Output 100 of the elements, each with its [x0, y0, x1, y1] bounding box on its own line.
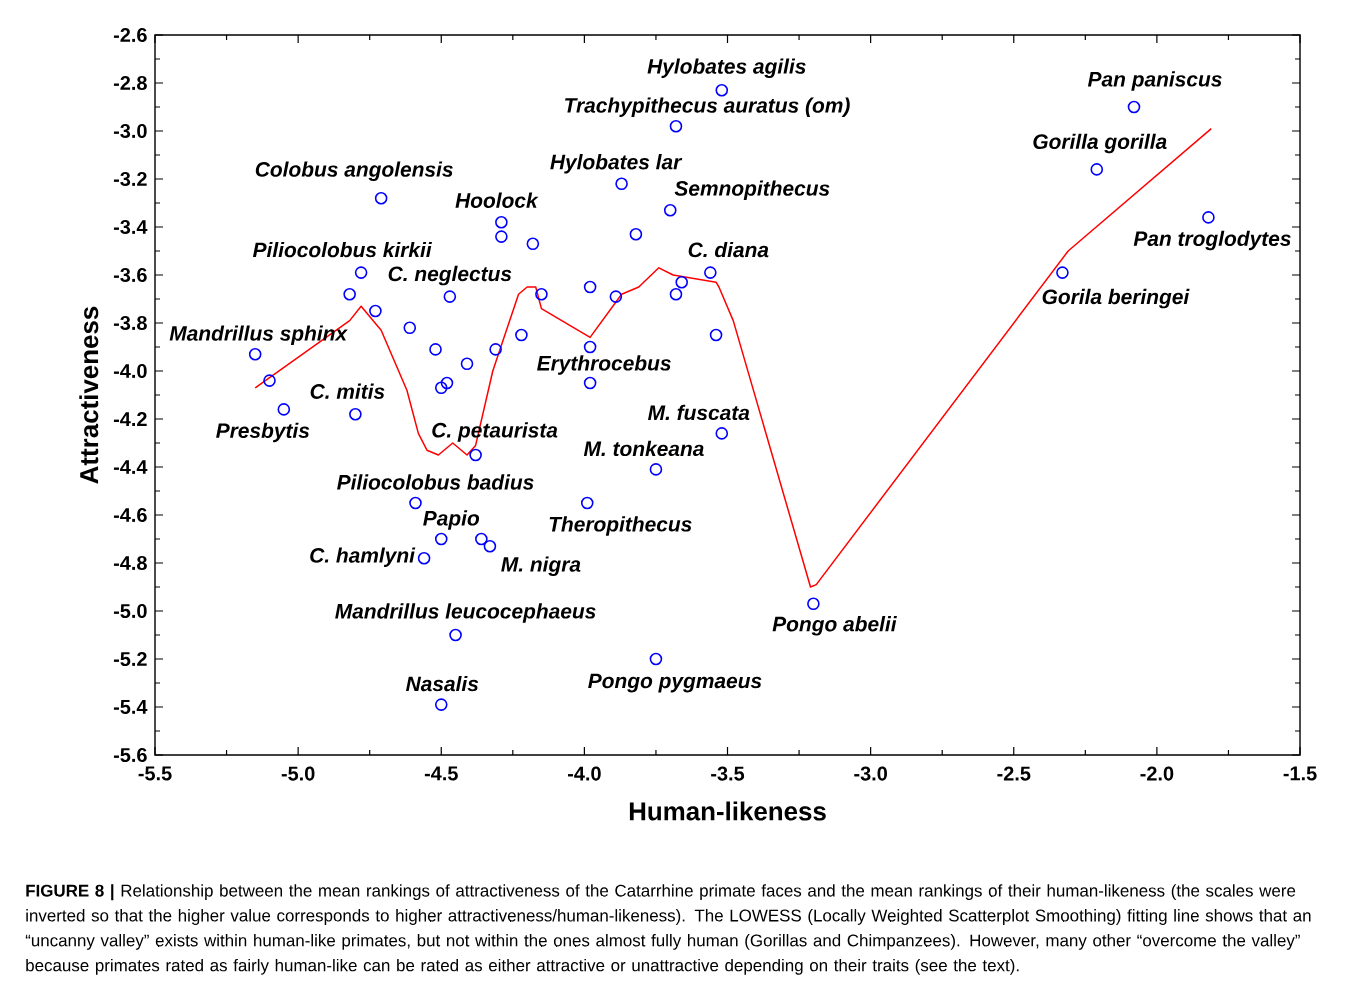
x-tick-label: -4.0	[568, 766, 601, 781]
annotation: Pan paniscus	[1087, 71, 1222, 91]
y-tick-label: -4.4	[113, 460, 148, 474]
point	[434, 381, 448, 395]
annotation: C. diana	[688, 241, 769, 258]
point	[409, 496, 422, 510]
y-tick-label: -3.8	[113, 315, 147, 331]
annotation: M. tonkeana	[583, 440, 704, 457]
x-tick-label: -1.5	[1283, 766, 1317, 781]
annotation: M. nigra	[501, 556, 581, 576]
annotation: Gorilla gorilla	[1033, 133, 1167, 154]
point	[403, 321, 417, 335]
annotation: Pan troglodytes	[1133, 230, 1291, 251]
point	[715, 427, 729, 440]
point	[469, 448, 482, 462]
point	[807, 597, 820, 611]
point	[663, 203, 677, 217]
point	[1202, 211, 1215, 224]
point	[669, 287, 683, 301]
y-tick-label: -2.8	[113, 75, 147, 91]
y-tick-label: -4.6	[113, 507, 147, 523]
y-tick-label: -4.2	[113, 412, 147, 426]
point	[1127, 100, 1141, 114]
annotation: Trachypithecus auratus (om)	[565, 97, 850, 117]
point	[429, 343, 442, 356]
annotation: Hoolock	[455, 192, 539, 208]
y-tick-label: -4.0	[113, 363, 147, 379]
annotation: Pongo pygmaeus	[588, 673, 762, 693]
point	[583, 280, 597, 294]
point	[609, 290, 623, 303]
point	[615, 177, 628, 191]
annotation: Piliocolobus badius	[337, 474, 534, 490]
text: FIGURE 8 | Relationship between the mean rankings of attractiveness of the Catarrhine primate faces and the mean rankings of their human-likeness (the scales were inverted so that the higher value corresponds to higher attractiveness/human-likeness). The LOWESS (Locally Weighted Scatterplot Smoothing) fitting line shows that an “uncanny valley” exists within human-like primates, but not within the ones almost fully human (Gorillas and Chimpanzees). However, many other “overcome the valley” because primates rated as fairly human-like can be rated as either attractive or unattractive depending on their traits (see the text).	[25, 884, 1311, 975]
point	[535, 287, 548, 301]
point	[440, 376, 454, 390]
annotation: M. fuscata	[648, 404, 750, 421]
annotation: Theropithecus	[549, 516, 692, 536]
annotation: Piliocolobus kirkii	[252, 241, 432, 258]
y-tick-label: -3.0	[113, 123, 147, 139]
y-tick-label: -3.6	[113, 267, 147, 283]
point	[649, 463, 663, 476]
y-tick-label: -5.4	[113, 700, 148, 714]
y-axis-title: Attractiveness	[79, 306, 99, 484]
annotation: Presbytis	[216, 422, 310, 443]
annotation: Hylobates lar	[550, 154, 683, 174]
point	[580, 496, 594, 510]
annotation: C. mitis	[310, 383, 385, 399]
point	[669, 119, 683, 133]
x-tick-label: -5.0	[281, 766, 315, 781]
annotation: Pongo abelii	[772, 616, 897, 636]
point	[495, 230, 508, 243]
x-tick-label: -2.0	[1140, 766, 1174, 781]
annotation: Colobus angolensis	[255, 161, 453, 181]
annotation: Nasalis	[405, 675, 479, 692]
point	[248, 347, 262, 361]
point	[1056, 266, 1069, 279]
annotation: C. hamlyni	[310, 547, 416, 567]
y-tick-label: -4.8	[113, 555, 147, 571]
point	[1090, 163, 1104, 176]
x-tick-label: -3.5	[711, 766, 745, 781]
point	[495, 215, 508, 229]
point	[704, 266, 717, 279]
x-tick-label: -4.5	[424, 766, 458, 781]
point	[526, 237, 540, 251]
point	[349, 407, 362, 421]
annotation: Mandrillus leucocephaeus	[335, 603, 596, 623]
x-tick-label: -3.0	[854, 766, 887, 781]
point	[449, 628, 462, 642]
point	[417, 551, 431, 565]
point	[343, 287, 356, 301]
y-tick-label: -3.4	[113, 219, 148, 235]
y-tick-label: -3.2	[113, 171, 147, 187]
point	[489, 343, 502, 356]
annotation: Semnopithecus	[674, 180, 830, 200]
point	[460, 357, 474, 371]
y-tick-label: -5.0	[113, 603, 147, 619]
annotation: Erythrocebus	[537, 355, 671, 375]
point	[475, 532, 488, 546]
point	[434, 532, 448, 546]
point	[583, 376, 597, 390]
point	[709, 328, 723, 342]
annotation: Gorila beringei	[1042, 288, 1190, 309]
x-tick-label: -5.5	[138, 766, 172, 781]
x-axis-title: Human-likeness	[629, 801, 826, 821]
point	[583, 340, 597, 354]
point	[354, 266, 368, 279]
point	[434, 698, 448, 711]
point	[443, 290, 457, 303]
point	[649, 652, 663, 666]
y-tick-label: -2.6	[113, 27, 147, 43]
y-tick-label: -5.2	[113, 651, 147, 667]
point	[263, 374, 276, 387]
annotation: Papio	[423, 510, 480, 530]
point	[715, 83, 729, 97]
annotation: C. neglectus	[388, 265, 512, 286]
point	[629, 227, 643, 241]
y-tick-label: -5.6	[113, 747, 147, 763]
point	[483, 539, 497, 553]
point	[515, 328, 528, 342]
annotation: Hylobates agilis	[647, 58, 806, 78]
